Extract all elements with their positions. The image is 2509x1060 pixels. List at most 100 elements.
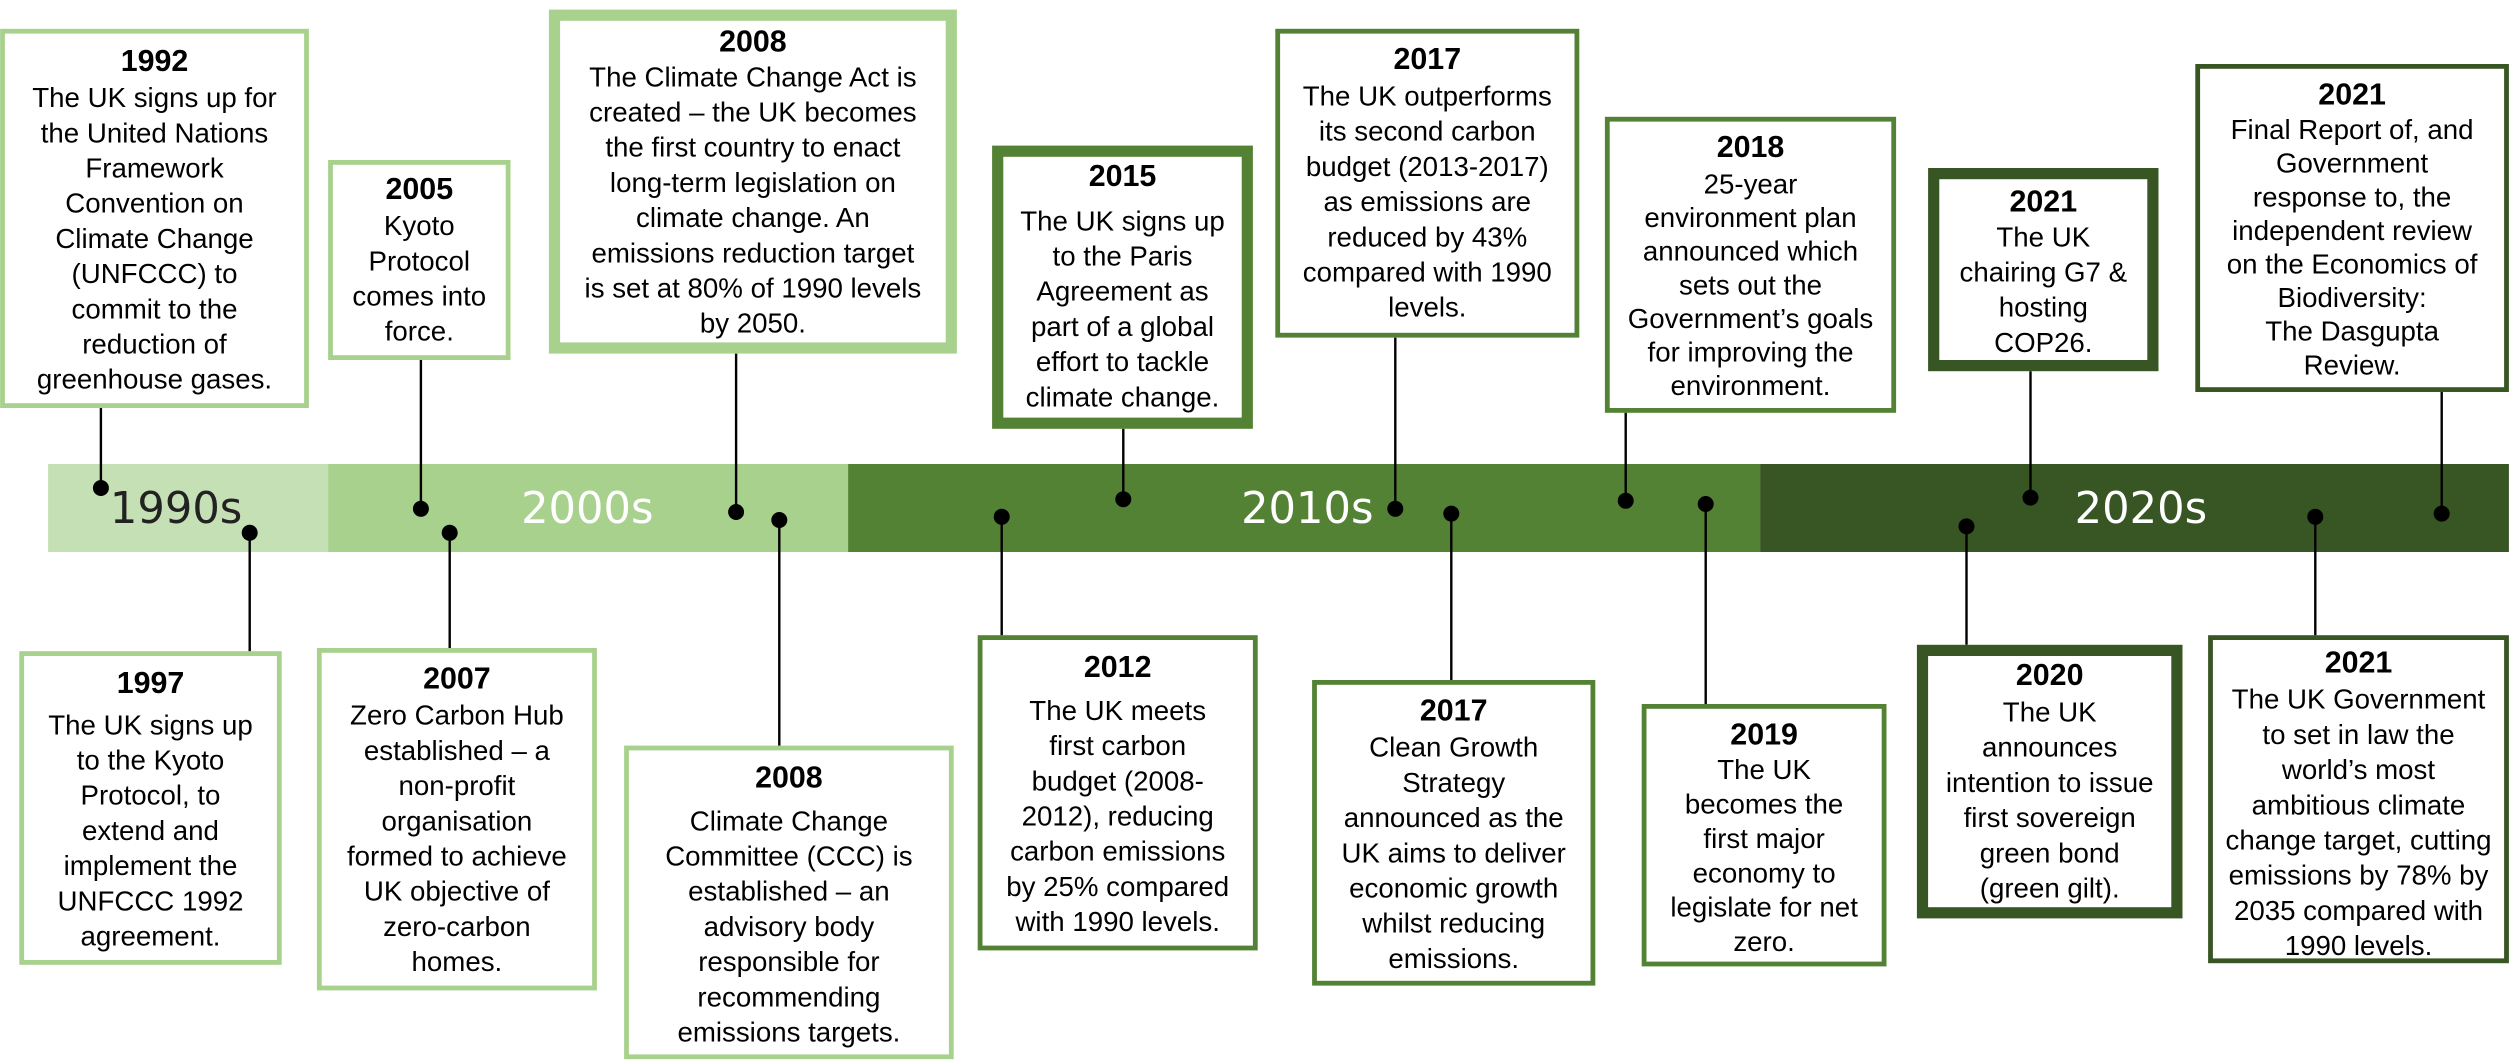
event-text: on the Economics of <box>2227 249 2478 280</box>
event-text: climate change. <box>1026 381 1220 412</box>
event-dot <box>241 524 258 541</box>
event-text: announced which <box>1643 236 1858 267</box>
event-year: 2008 <box>719 25 787 59</box>
event-text: homes. <box>412 946 503 977</box>
era-label: 2000s <box>521 484 653 534</box>
event-text: Climate Change <box>55 223 253 254</box>
event-text: The UK signs up for <box>32 82 276 113</box>
event-box <box>2208 635 2509 964</box>
event-text: 2035 compared with <box>2234 895 2483 926</box>
event-text: Protocol, to <box>81 780 221 811</box>
event-text: comes into <box>352 281 486 312</box>
event-text: (UNFCCC) to <box>72 258 238 289</box>
event-text: legislate for net <box>1670 892 1858 923</box>
event-text: reduction of <box>82 329 227 360</box>
event-text: Protocol <box>369 245 470 276</box>
event-text: part of a global <box>1031 311 1214 342</box>
event-text: ambitious climate <box>2252 789 2466 820</box>
event-text: to the Kyoto <box>77 745 225 776</box>
event-text: Kyoto <box>384 210 455 241</box>
event-text: for improving the <box>1648 337 1854 368</box>
event-year: 2017 <box>1393 42 1461 76</box>
event-year: 1997 <box>117 666 185 700</box>
event-text: formed to achieve <box>347 841 567 872</box>
event-text: response to, the <box>2253 181 2451 212</box>
event-text: budget (2008- <box>1032 765 1204 796</box>
event-text: The UK <box>2003 697 2097 728</box>
event-text: established – an <box>688 876 889 907</box>
event-text: levels. <box>1388 292 1466 323</box>
event-text: to the Paris <box>1053 241 1193 272</box>
event-text: created – the UK becomes <box>589 97 916 128</box>
event-text: 2012), reducing <box>1022 801 1214 832</box>
event-year: 2019 <box>1730 717 1798 751</box>
event-text: emissions targets. <box>677 1017 900 1048</box>
event-year: 2005 <box>385 172 453 206</box>
event-text: long-term legislation on <box>610 167 896 198</box>
event-text: zero. <box>1733 926 1794 957</box>
event-text: recommending <box>697 981 880 1012</box>
era-band <box>48 464 329 552</box>
event-text: to set in law the <box>2262 719 2454 750</box>
event-text: The UK outperforms <box>1303 81 1552 112</box>
event-text: Final Report of, and <box>2231 114 2474 145</box>
event-text: responsible for <box>698 946 879 977</box>
event-text: becomes the <box>1685 789 1843 820</box>
event-text: implement the <box>64 850 238 881</box>
event-dot <box>1617 492 1634 509</box>
event-text: emissions by 78% by <box>2229 860 2489 891</box>
event-text: sets out the <box>1679 269 1822 300</box>
event-text: first carbon <box>1049 730 1186 761</box>
event-text: Framework <box>85 153 223 184</box>
event-text: organisation <box>382 805 533 836</box>
event-text: Review. <box>2304 349 2401 380</box>
event-year: 1992 <box>121 44 189 78</box>
event-text: The UK <box>1717 754 1811 785</box>
event-box <box>19 651 282 965</box>
event-text: Clean Growth <box>1369 732 1538 763</box>
event-text: effort to tackle <box>1036 346 1209 377</box>
event-dot <box>2307 508 2324 525</box>
event-text: as emissions are <box>1324 186 1532 217</box>
event-text: by 2050. <box>700 308 806 339</box>
event-text: first sovereign <box>1964 802 2136 833</box>
event-text: Biodiversity: <box>2278 282 2427 313</box>
event-text: (green gilt). <box>1980 873 2120 904</box>
event-text: chairing G7 & <box>1960 257 2128 288</box>
event-text: Climate Change <box>690 805 888 836</box>
event-box <box>992 145 1253 429</box>
event-year: 2021 <box>2325 645 2393 679</box>
event-text: compared with 1990 <box>1303 257 1552 288</box>
event-text: world’s most <box>2281 754 2435 785</box>
event-text: The UK meets <box>1029 695 1206 726</box>
era-label: 2010s <box>1241 484 1373 534</box>
event-box <box>624 745 954 1060</box>
event-text: Government <box>2276 148 2428 179</box>
event-text: environment. <box>1671 370 1831 401</box>
event-box <box>316 648 597 991</box>
event-dot <box>1115 491 1132 508</box>
event-dot <box>1697 496 1714 512</box>
event-text: The UK signs up <box>48 709 252 740</box>
event-text: emissions reduction target <box>591 237 914 268</box>
event-text: independent review <box>2232 215 2473 246</box>
event-text: first major <box>1703 823 1824 854</box>
event-year: 2008 <box>755 761 823 795</box>
event-text: UNFCCC 1992 <box>58 885 244 916</box>
event-dot <box>92 480 109 496</box>
event-text: UK aims to deliver <box>1341 837 1565 868</box>
event-dot <box>771 512 788 528</box>
event-text: announced as the <box>1344 802 1564 833</box>
event-dot <box>2022 489 2039 506</box>
era-band <box>848 464 1761 552</box>
era-label: 1990s <box>110 484 242 534</box>
event-text: budget (2013-2017) <box>1306 151 1549 182</box>
event-text: carbon emissions <box>1010 836 1225 867</box>
event-text: zero-carbon <box>383 911 531 942</box>
event-text: intention to issue <box>1946 767 2154 798</box>
event-text: commit to the <box>71 293 237 324</box>
event-text: 1990 levels. <box>2285 930 2433 961</box>
event-year: 2018 <box>1717 130 1785 164</box>
event-text: COP26. <box>1994 327 2092 358</box>
